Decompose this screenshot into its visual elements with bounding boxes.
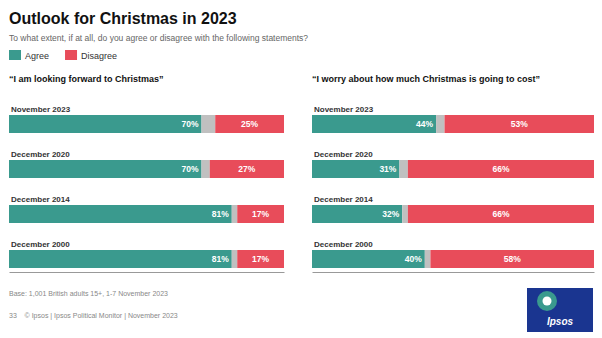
bar-segment bbox=[9, 115, 202, 133]
legend-swatch bbox=[9, 50, 21, 60]
chart-title: “I worry about how much Christmas is goi… bbox=[312, 74, 540, 84]
bar-segment bbox=[202, 160, 210, 178]
bar-segment bbox=[232, 250, 238, 268]
bar-segment bbox=[312, 250, 425, 268]
title: Outlook for Christmas in 2023 bbox=[9, 10, 237, 27]
data-label: 44% bbox=[416, 119, 433, 129]
data-label: 58% bbox=[504, 254, 521, 264]
x-axis-line bbox=[10, 272, 285, 273]
bar-segment bbox=[9, 160, 202, 178]
data-label: 25% bbox=[241, 119, 258, 129]
bar-segment bbox=[436, 115, 444, 133]
category-label: December 2000 bbox=[314, 240, 373, 249]
category-label: December 2020 bbox=[11, 150, 70, 159]
data-label: 66% bbox=[492, 209, 509, 219]
data-label: 66% bbox=[492, 164, 509, 174]
category-labels: November 2023 December 2020 December 2014 D… bbox=[314, 105, 374, 249]
legend-label: Disagree bbox=[81, 51, 117, 61]
data-label: 53% bbox=[511, 119, 528, 129]
bar-segment bbox=[430, 250, 594, 268]
data-label: 32% bbox=[382, 209, 399, 219]
bar-segment bbox=[9, 250, 232, 268]
chart-root: Outlook for Christmas in 2023 To what ext… bbox=[0, 0, 602, 338]
chart-title: “I am looking forward to Christmas” bbox=[9, 74, 164, 84]
category-label: December 2014 bbox=[314, 195, 373, 204]
bar-segment bbox=[215, 115, 284, 133]
logo-box bbox=[527, 288, 593, 332]
category-labels: November 2023 December 2020 December 2014 D… bbox=[11, 105, 71, 249]
x-axis bbox=[10, 272, 285, 273]
bar-segment bbox=[9, 205, 232, 223]
logo-text: Ipsos bbox=[547, 316, 574, 327]
data-label: 81% bbox=[212, 209, 229, 219]
bar-segment bbox=[237, 205, 284, 223]
bar-segment bbox=[402, 205, 408, 223]
data-label: 31% bbox=[379, 164, 396, 174]
legend: Agree Disagree bbox=[9, 50, 117, 61]
data-label: 17% bbox=[252, 254, 269, 264]
bar-segment bbox=[312, 115, 436, 133]
data-label: 70% bbox=[181, 164, 198, 174]
bar-segment bbox=[202, 115, 216, 133]
bar-segment bbox=[237, 250, 284, 268]
logo-accent bbox=[537, 291, 557, 311]
data-label: 70% bbox=[181, 119, 198, 129]
category-label: December 2014 bbox=[11, 195, 70, 204]
legend-swatch bbox=[65, 50, 77, 60]
panel: November 2023 December 2020 December 2014 D… bbox=[312, 105, 595, 273]
panel: November 2023 December 2020 December 2014 D… bbox=[9, 105, 285, 273]
logo-eye bbox=[543, 297, 552, 306]
bar-segment bbox=[425, 250, 431, 268]
bar-segment bbox=[445, 115, 594, 133]
legend-label: Agree bbox=[25, 51, 49, 61]
x-axis-line bbox=[313, 272, 595, 273]
bars bbox=[9, 115, 284, 268]
data-labels: 44% 31% 32% 40% 53% 66% 66% 58% bbox=[379, 119, 528, 264]
bar-segment bbox=[399, 160, 407, 178]
data-label: 40% bbox=[405, 254, 422, 264]
bars bbox=[312, 115, 594, 268]
data-label: 17% bbox=[252, 209, 269, 219]
logo: Ipsos bbox=[527, 288, 593, 332]
subtitle: To what extent, if at all, do you agree … bbox=[9, 33, 308, 43]
data-labels: 70% 70% 81% 81% 25% 27% 17% 17% bbox=[181, 119, 269, 264]
legend-item: Disagree bbox=[65, 50, 117, 61]
category-label: December 2000 bbox=[11, 240, 70, 249]
x-axis bbox=[313, 272, 595, 273]
bar-segment bbox=[408, 205, 594, 223]
bar-segment bbox=[312, 160, 399, 178]
category-label: December 2020 bbox=[314, 150, 373, 159]
bar-segment bbox=[210, 160, 284, 178]
category-label: November 2023 bbox=[314, 105, 374, 114]
bar-segment bbox=[312, 205, 402, 223]
footer: Base: 1,001 British adults 15+, 1-7 Nove… bbox=[9, 290, 168, 297]
data-label: 27% bbox=[238, 164, 255, 174]
category-label: November 2023 bbox=[11, 105, 71, 114]
footer: 33 © Ipsos | Ipsos Political Monitor | N… bbox=[9, 312, 178, 320]
data-label: 81% bbox=[212, 254, 229, 264]
bar-segment bbox=[232, 205, 238, 223]
legend-item: Agree bbox=[9, 50, 49, 61]
bar-segment bbox=[408, 160, 594, 178]
